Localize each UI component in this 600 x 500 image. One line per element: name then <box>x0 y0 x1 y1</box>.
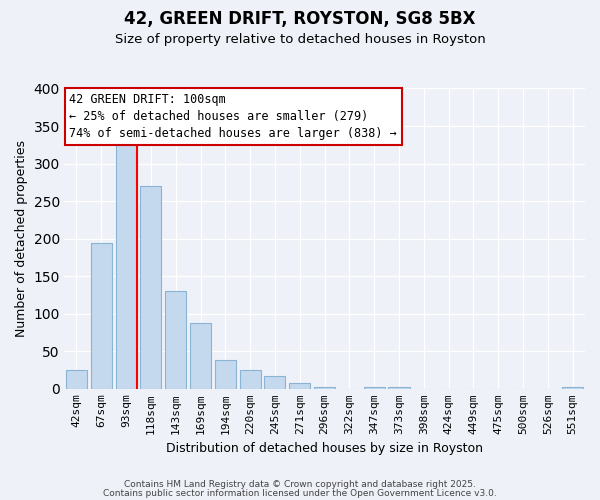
Text: 42, GREEN DRIFT, ROYSTON, SG8 5BX: 42, GREEN DRIFT, ROYSTON, SG8 5BX <box>124 10 476 28</box>
Bar <box>165 292 186 389</box>
Bar <box>116 138 137 389</box>
Bar <box>91 242 112 389</box>
Bar <box>66 370 87 389</box>
Bar <box>265 376 286 389</box>
Text: Size of property relative to detached houses in Royston: Size of property relative to detached ho… <box>115 32 485 46</box>
Bar <box>289 383 310 389</box>
Bar <box>314 388 335 389</box>
Y-axis label: Number of detached properties: Number of detached properties <box>15 140 28 337</box>
Bar <box>190 323 211 389</box>
Bar <box>388 388 410 389</box>
Bar <box>239 370 260 389</box>
Bar <box>140 186 161 389</box>
Bar <box>215 360 236 389</box>
Bar <box>364 386 385 389</box>
Bar <box>562 388 583 389</box>
X-axis label: Distribution of detached houses by size in Royston: Distribution of detached houses by size … <box>166 442 483 455</box>
Text: Contains HM Land Registry data © Crown copyright and database right 2025.: Contains HM Land Registry data © Crown c… <box>124 480 476 489</box>
Text: Contains public sector information licensed under the Open Government Licence v3: Contains public sector information licen… <box>103 488 497 498</box>
Text: 42 GREEN DRIFT: 100sqm
← 25% of detached houses are smaller (279)
74% of semi-de: 42 GREEN DRIFT: 100sqm ← 25% of detached… <box>70 93 397 140</box>
